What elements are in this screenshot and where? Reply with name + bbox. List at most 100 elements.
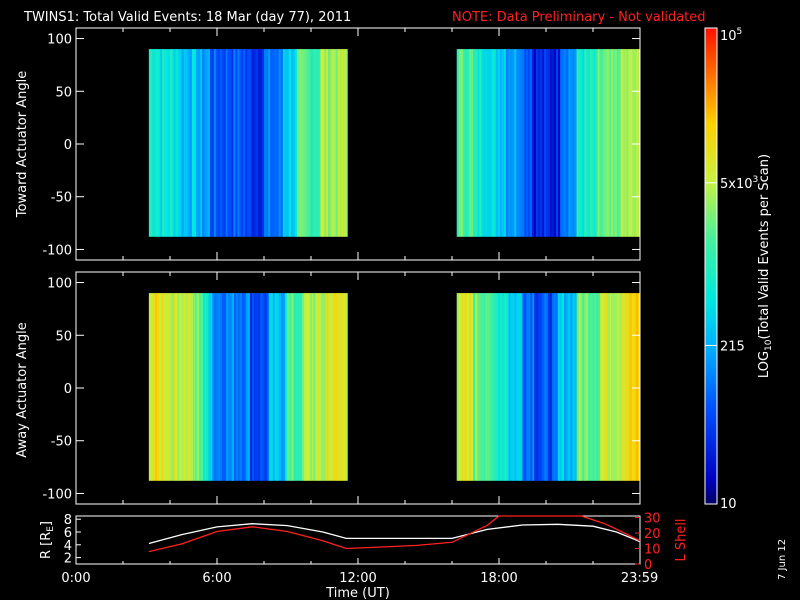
toward-cell-band15-0	[531, 49, 535, 237]
toward-cell-band18-3	[603, 49, 606, 237]
toward-cell-band12-7	[503, 49, 507, 237]
away-cell-band1-11	[189, 293, 192, 481]
away-cell-band7-7	[299, 293, 303, 481]
away-cell-band16-2	[561, 293, 565, 481]
toward-cell-band8-7	[310, 49, 313, 237]
away-cell-band0-3	[155, 293, 158, 481]
away-cell-band6-6	[281, 293, 284, 481]
toward-cell-band13-7	[520, 49, 523, 237]
away-cell-band19-6	[633, 293, 637, 481]
toward-cell-band17-7	[590, 49, 593, 237]
away-cell-band4-15	[241, 293, 245, 481]
toward-cell-band4-13	[235, 49, 238, 237]
toward-cell-band15-13	[558, 49, 561, 237]
toward-cell-band7-6	[294, 49, 298, 237]
away-cell-band12-3	[495, 293, 499, 481]
toward-cell-band10-7	[471, 49, 474, 237]
away-cell-band19-8	[637, 293, 641, 481]
away-cell-band9-10	[345, 293, 348, 481]
away-cell-band7-1	[287, 293, 290, 481]
toward-cell-band8-11	[318, 49, 321, 237]
away-cell-band8-1	[305, 293, 309, 481]
away-cell-band4-18	[247, 293, 251, 481]
toward-cell-band1-1	[160, 49, 163, 237]
ephem-left-tick-label-2: 6	[64, 526, 72, 541]
toward-cell-band16-6	[572, 49, 575, 237]
away-cell-band1-7	[181, 293, 184, 481]
away-cell-band5-1	[251, 293, 255, 481]
toward-cell-band14-2	[526, 49, 529, 237]
away-cell-band6-5	[278, 293, 282, 481]
toward-ytick-label-0: 100	[47, 33, 72, 48]
away-cell-band18-9	[617, 293, 620, 481]
colorbar-label: LOG10(Total Valid Events per Scan)	[757, 154, 774, 378]
toward-cell-band18-10	[616, 49, 620, 237]
ephem-left-tick-label-3: 8	[64, 513, 72, 528]
ephemeris-right-label: L Shell	[674, 518, 689, 561]
away-cell-band10-7	[471, 293, 474, 481]
toward-cell-band13-5	[516, 49, 519, 237]
toward-cell-band17-0	[576, 49, 579, 237]
away-cell-band12-8	[506, 293, 509, 481]
away-cell-band19-5	[631, 293, 635, 481]
away-cell-band11-5	[483, 293, 486, 481]
toward-cell-band2-8	[196, 49, 199, 237]
toward-cell-band9-9	[337, 49, 340, 237]
away-cell-band4-4	[220, 293, 223, 481]
toward-cell-band19-7	[632, 49, 635, 237]
toward-cell-band4-1	[211, 49, 215, 237]
colorbar-tick-label-3: 105	[720, 27, 742, 44]
away-y-label: Away Actuator Angle	[15, 322, 30, 457]
away-cell-band17-1	[578, 293, 581, 481]
toward-cell-band18-7	[611, 49, 614, 237]
toward-cell-band4-2	[213, 49, 217, 237]
toward-cell-band9-2	[324, 49, 327, 237]
toward-cell-band8-1	[298, 49, 302, 237]
toward-cell-band19-5	[628, 49, 631, 237]
away-cell-band15-6	[546, 293, 549, 481]
radial-distance-line	[148, 523, 641, 545]
away-cell-band4-9	[230, 293, 233, 481]
away-ytick-label-1: 50	[55, 329, 72, 344]
toward-cell-band16-1	[562, 49, 565, 237]
toward-cell-band3-4	[206, 49, 209, 237]
colorbar-tick-label-2: 5x103	[720, 175, 758, 192]
toward-cell-band12-6	[501, 49, 505, 237]
toward-cell-band18-6	[609, 49, 612, 237]
ephemeris-left-label-sub: E	[46, 526, 56, 532]
toward-cell-band4-12	[233, 49, 236, 237]
away-cell-band18-7	[613, 293, 616, 481]
away-cell-band8-2	[307, 293, 311, 481]
away-cell-band0-5	[159, 293, 162, 481]
toward-cell-band5-3	[251, 49, 254, 237]
toward-cell-band4-15	[239, 49, 242, 237]
away-cell-band18-4	[607, 293, 610, 481]
toward-cell-band13-0	[506, 49, 509, 237]
toward-cell-band1-8	[173, 49, 176, 237]
toward-cell-band4-5	[219, 49, 222, 237]
ephem-right-tick-label-0: 0	[644, 558, 652, 573]
away-cell-band15-4	[542, 293, 545, 481]
away-cell-band16-3	[564, 293, 567, 481]
toward-cell-band9-8	[335, 49, 339, 237]
toward-cell-band3-2	[202, 49, 205, 237]
away-cell-band4-17	[245, 293, 249, 481]
colorbar-label-sub: 10	[764, 339, 774, 351]
away-cell-band5-4	[258, 293, 261, 481]
toward-cell-band11-7	[487, 49, 490, 237]
toward-cell-band2-1	[181, 49, 184, 237]
away-cell-band12-7	[504, 293, 507, 481]
toward-cell-band4-3	[215, 49, 219, 237]
toward-cell-band1-9	[175, 49, 178, 237]
toward-cell-band13-4	[514, 49, 517, 237]
away-cell-band13-6	[520, 293, 523, 481]
away-x-ticks	[75, 272, 641, 504]
away-cell-band1-4	[175, 293, 178, 481]
toward-cell-band15-1	[533, 49, 537, 237]
toward-cell-band19-1	[620, 49, 623, 237]
toward-cell-band19-4	[626, 49, 629, 237]
toward-cell-band4-8	[225, 49, 228, 237]
away-cell-band10-3	[462, 293, 466, 481]
